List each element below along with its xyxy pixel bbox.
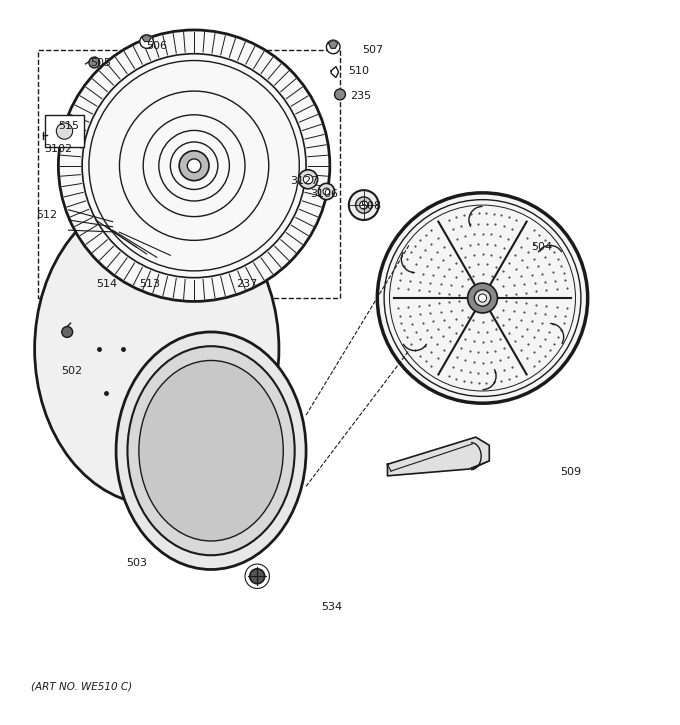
Circle shape — [303, 175, 313, 184]
Circle shape — [62, 326, 73, 337]
Text: 502: 502 — [61, 365, 82, 376]
Text: 503: 503 — [126, 558, 147, 568]
Circle shape — [89, 57, 100, 68]
Circle shape — [356, 197, 372, 213]
Text: 237: 237 — [237, 279, 258, 289]
Text: 3106: 3106 — [309, 189, 338, 199]
Text: 534: 534 — [321, 602, 343, 612]
Text: 512: 512 — [36, 210, 57, 220]
Ellipse shape — [139, 360, 284, 541]
FancyBboxPatch shape — [45, 115, 84, 147]
Text: 510: 510 — [348, 66, 369, 75]
Circle shape — [377, 193, 588, 403]
Circle shape — [318, 183, 335, 199]
Polygon shape — [328, 40, 338, 49]
Text: 3102: 3102 — [44, 144, 73, 154]
Ellipse shape — [35, 193, 279, 505]
Text: 509: 509 — [560, 468, 581, 478]
Text: 505: 505 — [90, 57, 112, 67]
Text: 504: 504 — [532, 242, 553, 252]
Text: 515: 515 — [58, 121, 79, 131]
Circle shape — [479, 294, 487, 302]
Circle shape — [360, 201, 368, 209]
Circle shape — [323, 188, 330, 195]
Text: 507: 507 — [362, 46, 383, 55]
Circle shape — [58, 30, 330, 302]
Ellipse shape — [127, 347, 294, 555]
Circle shape — [179, 151, 209, 181]
Text: 508: 508 — [360, 202, 381, 212]
Polygon shape — [142, 35, 152, 41]
Circle shape — [140, 35, 154, 49]
Text: 3127: 3127 — [290, 175, 319, 186]
Circle shape — [299, 170, 318, 188]
Circle shape — [475, 290, 491, 306]
Circle shape — [187, 159, 201, 173]
Circle shape — [56, 123, 73, 139]
Text: 514: 514 — [97, 279, 118, 289]
Ellipse shape — [116, 332, 306, 569]
Circle shape — [326, 40, 340, 54]
Text: 506: 506 — [146, 41, 167, 51]
Circle shape — [349, 190, 379, 220]
Circle shape — [250, 569, 265, 584]
Text: 235: 235 — [350, 91, 371, 101]
Circle shape — [335, 89, 345, 100]
Text: 513: 513 — [139, 279, 160, 289]
Circle shape — [468, 283, 498, 313]
Bar — [38, 50, 340, 298]
Text: (ART NO. WE510 C): (ART NO. WE510 C) — [31, 682, 133, 692]
Polygon shape — [388, 437, 490, 476]
